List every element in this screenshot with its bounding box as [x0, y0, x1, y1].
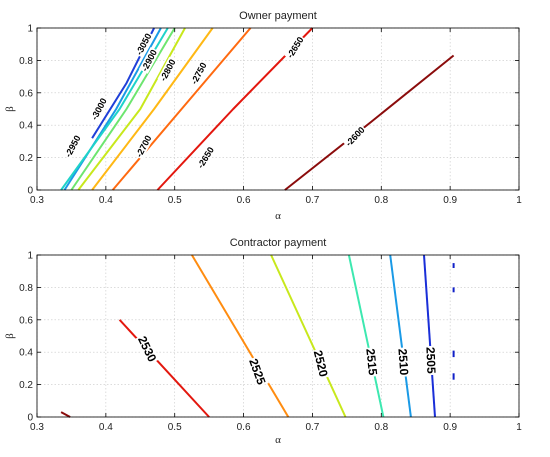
contour-label-bg: [284, 34, 307, 61]
contour-label: 2510: [395, 348, 411, 376]
y-tick-label: 0.2: [19, 380, 33, 391]
x-tick-label: 1: [516, 195, 522, 206]
y-tick-label: 0.4: [19, 121, 33, 132]
contour-line: [91, 27, 214, 191]
y-tick-label: 0: [27, 186, 33, 197]
contour-line: [284, 54, 455, 191]
y-tick-label: 1: [27, 251, 33, 262]
contour-label-bg: [134, 332, 160, 366]
contour-label-bg: [245, 355, 269, 388]
y-tick-label: 1: [27, 24, 33, 35]
y-tick-label: 0.6: [19, 315, 33, 326]
y-tick-label: 0: [27, 413, 33, 424]
contour-label-bg: [133, 132, 155, 160]
x-tick-label: 0.6: [237, 422, 251, 433]
contour-line: [77, 27, 186, 191]
contour-line: [347, 254, 385, 418]
x-tick-label: 0.3: [30, 195, 44, 206]
x-tick-label: 0.9: [443, 422, 457, 433]
x-tick-label: 0.8: [374, 422, 388, 433]
contour-line: [60, 411, 71, 418]
y-tick-label: 0.8: [19, 283, 33, 294]
contour-label-bg: [310, 347, 332, 380]
contour-line: [423, 254, 436, 418]
plot-area: [37, 255, 519, 417]
axes-box: [36, 27, 520, 191]
contour-line: [191, 254, 290, 418]
y-tick-label: 0.4: [19, 348, 33, 359]
x-tick-label: 0.4: [99, 422, 113, 433]
x-tick-label: 0.8: [374, 195, 388, 206]
chart-title: Contractor payment: [230, 237, 327, 249]
contour-line: [111, 27, 252, 191]
contour-label-bg: [363, 346, 381, 378]
contour-line: [389, 254, 412, 418]
contour-label-bg: [188, 59, 210, 87]
x-tick-label: 0.5: [168, 195, 182, 206]
x-tick-label: 0.7: [305, 195, 319, 206]
chart-title: Owner payment: [239, 10, 317, 22]
contour-label-bg: [138, 47, 160, 74]
x-tick-label: 0.9: [443, 195, 457, 206]
panel-1: -3050-3000-2950-2900-2800 -2750-2700 -2650…: [4, 10, 522, 222]
y-axis-label: β: [4, 106, 16, 112]
contour-label-bg: [194, 144, 217, 171]
contour-label-bg: [157, 56, 179, 84]
contour-label-bg: [62, 132, 84, 160]
x-axis-label: α: [275, 434, 281, 446]
contour-label-bg: [395, 347, 412, 378]
y-axis-label: β: [4, 333, 16, 339]
contour-label-bg: [423, 345, 439, 376]
x-tick-label: 0.6: [237, 195, 251, 206]
y-tick-label: 0.8: [19, 56, 33, 67]
contour-line: [118, 319, 210, 418]
y-tick-label: 0.6: [19, 88, 33, 99]
contour-label: 2515: [363, 348, 380, 376]
x-tick-label: 1: [516, 422, 522, 433]
contour-line: [70, 27, 176, 191]
contour-label-bg: [342, 124, 368, 150]
contour-line: [270, 254, 347, 418]
y-tick-label: 0.2: [19, 153, 33, 164]
x-tick-label: 0.4: [99, 195, 113, 206]
contour-label: 2505: [423, 347, 438, 374]
contour-label-bg: [133, 30, 155, 58]
x-axis-label: α: [275, 210, 281, 222]
x-tick-label: 0.3: [30, 422, 44, 433]
x-tick-label: 0.5: [168, 422, 182, 433]
contour-label-bg: [88, 95, 110, 123]
axes-box: [36, 254, 520, 418]
x-tick-label: 0.7: [305, 422, 319, 433]
contour-label: 2520: [311, 349, 331, 379]
